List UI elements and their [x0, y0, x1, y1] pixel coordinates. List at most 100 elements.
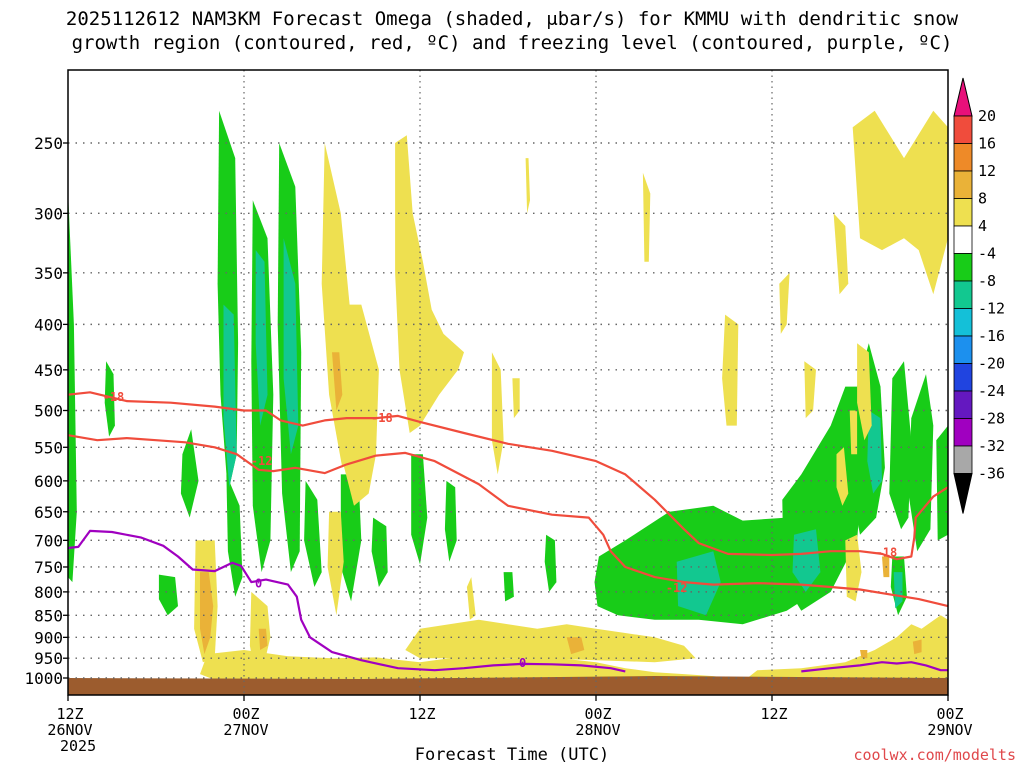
- x-tick-label: 28NOV: [575, 721, 620, 739]
- omega-region-yellow-52: [742, 615, 948, 683]
- colorbar-swatch-12: [953, 418, 973, 447]
- y-tick-label-750: 750: [34, 558, 63, 577]
- omega-region-green-18: [889, 361, 912, 530]
- y-tick-label-300: 300: [34, 204, 63, 223]
- chart-title-line-2: growth region (contoured, red, ºC) and f…: [71, 32, 953, 54]
- colorbar-swatch-9: [953, 335, 973, 364]
- colorbar-label-13: -36: [978, 465, 1005, 483]
- contour-label-3: -12: [666, 581, 688, 595]
- x-tick-label: 00Z: [936, 705, 963, 723]
- x-tick-label: 2025: [60, 737, 96, 755]
- y-tick-label-450: 450: [34, 361, 63, 380]
- omega-region-green-20: [936, 425, 948, 541]
- x-tick-label: 12Z: [56, 705, 83, 723]
- omega-region-green-9: [340, 474, 362, 602]
- contour-label-1: -18: [371, 411, 393, 425]
- colorbar-swatch-7: [953, 280, 973, 309]
- colorbar-label-10: -24: [978, 382, 1005, 400]
- omega-region-teal-23: [283, 238, 299, 455]
- omega-region-yellow-44: [833, 213, 849, 295]
- colorbar-label-12: -32: [978, 437, 1005, 455]
- omega-region-yellow-36: [466, 577, 476, 620]
- x-axis-label: Forecast Time (UTC): [414, 745, 610, 765]
- omega-region-yellow-46: [836, 447, 849, 506]
- colorbar-label-0: 20: [978, 107, 996, 125]
- colorbar-label-7: -12: [978, 300, 1005, 318]
- y-tick-label-900: 900: [34, 628, 63, 647]
- omega-region-green-3: [180, 429, 199, 518]
- x-tick-label: 12Z: [408, 705, 435, 723]
- y-tick-label-1000: 1000: [24, 669, 63, 688]
- contour-label-4: -18: [876, 545, 898, 559]
- colorbar-label-5: -4: [978, 245, 996, 263]
- omega-region-yellow-38: [512, 378, 520, 419]
- omega-region-yellow-45: [852, 110, 948, 295]
- y-tick-label-650: 650: [34, 503, 63, 522]
- colorbar-swatch-5: [953, 225, 973, 254]
- omega-region-yellow-33: [327, 511, 344, 616]
- omega-region-yellow-51: [405, 619, 696, 663]
- omega-region-teal-27: [867, 410, 882, 494]
- omega-region-yellow-43: [804, 361, 816, 419]
- x-tick-label: 12Z: [760, 705, 787, 723]
- contour-label-2: -12: [251, 454, 273, 468]
- y-tick-label-600: 600: [34, 472, 63, 491]
- omega-region-yellow-50: [200, 650, 728, 683]
- y-tick-label-800: 800: [34, 583, 63, 602]
- omega-region-orange-53: [200, 572, 214, 655]
- omega-region-yellow-37: [491, 352, 504, 475]
- omega-region-orange-54: [258, 628, 268, 650]
- contour-minus12-line: [67, 434, 949, 608]
- colorbar-swatch-6: [953, 253, 973, 282]
- omega-region-green-8: [304, 480, 322, 587]
- x-tick-label: 26NOV: [47, 721, 92, 739]
- colorbar-swatch-3: [953, 170, 973, 199]
- omega-region-green-0: [68, 190, 77, 583]
- omega-region-yellow-47: [849, 410, 858, 455]
- omega-region-orange-56: [566, 637, 585, 655]
- colorbar-swatch-2: [953, 143, 973, 172]
- omega-region-green-19: [908, 374, 934, 552]
- site-credit: coolwx.com/modelts: [853, 746, 1016, 764]
- colorbar-label-6: -8: [978, 272, 996, 290]
- colorbar-swatch-10: [953, 363, 973, 392]
- x-tick-label: 00Z: [232, 705, 259, 723]
- omega-region-yellow-42: [779, 272, 790, 334]
- contour-label-0: -18: [103, 390, 125, 404]
- omega-region-green-12: [444, 480, 457, 562]
- x-tick-label: 27NOV: [223, 721, 268, 739]
- omega-region-green-2: [158, 574, 178, 616]
- colorbar-swatch-13: [953, 445, 973, 474]
- colorbar-under-arrow: [953, 473, 973, 514]
- omega-region-teal-22: [223, 304, 237, 488]
- terrain-surface: [68, 676, 948, 695]
- omega-region-yellow-32: [340, 304, 379, 506]
- omega-region-yellow-48: [857, 343, 872, 441]
- contour-label-6: 0: [519, 656, 526, 670]
- omega-region-yellow-41: [722, 314, 739, 426]
- colorbar-label-4: 4: [978, 217, 987, 235]
- omega-region-orange-58: [912, 639, 922, 655]
- colorbar-label-11: -28: [978, 410, 1005, 428]
- colorbar-label-8: -16: [978, 327, 1005, 345]
- colorbar-over-arrow: [953, 77, 973, 117]
- freezing-level-line-2: [801, 661, 948, 673]
- omega-region-green-11: [411, 454, 428, 565]
- omega-region-yellow-40: [642, 172, 651, 262]
- contour-minus18-line: [67, 391, 949, 561]
- colorbar-swatch-11: [953, 390, 973, 419]
- y-tick-label-350: 350: [34, 264, 63, 283]
- omega-region-orange-55: [332, 352, 343, 411]
- colorbar-swatch-8: [953, 308, 973, 337]
- colorbar-swatch-1: [953, 115, 973, 144]
- freezing-level-line: [67, 529, 626, 673]
- omega-region-green-10: [371, 517, 388, 587]
- y-tick-label-400: 400: [34, 315, 63, 334]
- y-tick-label-550: 550: [34, 438, 63, 457]
- omega-region-teal-24: [255, 250, 268, 426]
- omega-region-green-1: [104, 361, 115, 437]
- plot-frame: [67, 69, 949, 696]
- colorbar-label-2: 12: [978, 162, 996, 180]
- y-tick-label-850: 850: [34, 606, 63, 625]
